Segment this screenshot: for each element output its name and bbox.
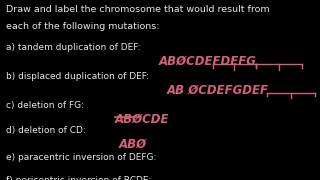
Text: a) tandem duplication of DEF:: a) tandem duplication of DEF: xyxy=(6,43,141,52)
Text: ABØCDE: ABØCDE xyxy=(115,112,170,125)
Text: c) deletion of FG:: c) deletion of FG: xyxy=(6,101,84,110)
Text: d) deletion of CD:: d) deletion of CD: xyxy=(6,126,86,135)
Text: Draw and label the chromosome that would result from: Draw and label the chromosome that would… xyxy=(6,5,270,14)
Text: each of the following mutations:: each of the following mutations: xyxy=(6,22,160,31)
Text: e) paracentric inversion of DEFG:: e) paracentric inversion of DEFG: xyxy=(6,153,157,162)
Text: b) displaced duplication of DEF:: b) displaced duplication of DEF: xyxy=(6,72,149,81)
Text: ABØ: ABØ xyxy=(118,138,147,151)
Text: AB ØCDEFGDEF: AB ØCDEFGDEF xyxy=(166,84,268,97)
Text: f) pericentric inversion of BCDE:: f) pericentric inversion of BCDE: xyxy=(6,176,152,180)
Text: ABØCDEFDEFG: ABØCDEFDEFG xyxy=(158,55,256,68)
